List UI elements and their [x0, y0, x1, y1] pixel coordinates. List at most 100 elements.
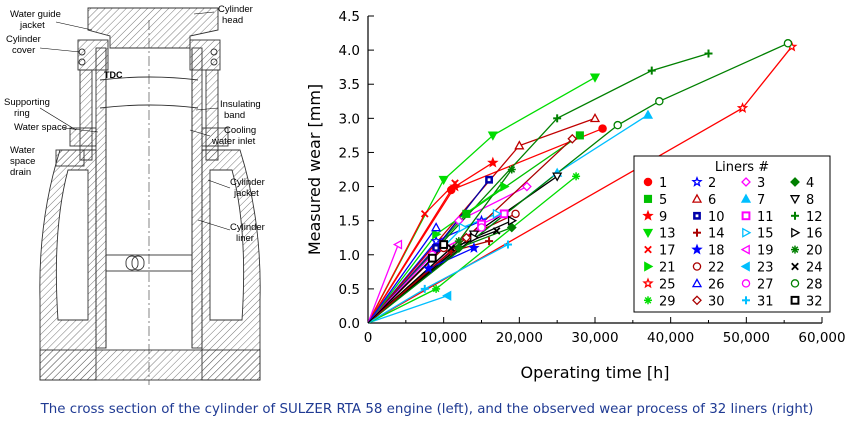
legend-label-16: 16 [806, 227, 823, 242]
legend-marker-9 [642, 209, 654, 221]
legend-label-19: 19 [757, 244, 774, 259]
data-point-series-18 [422, 262, 435, 274]
data-point-series-20 [454, 237, 463, 246]
data-point-series-12 [553, 114, 562, 123]
label-cylinder-cover: Cylinder cover [6, 34, 44, 56]
legend-marker-7 [740, 193, 752, 203]
data-point-series-30 [567, 133, 578, 144]
legend-marker-4 [790, 177, 800, 187]
legend-title: Liners # [715, 160, 769, 175]
data-point-series-31 [420, 284, 429, 293]
chart-axes: 0 10,000 20,000 30,000 40,000 50,000 60,000 0.0… [339, 9, 846, 346]
legend-label-7: 7 [757, 193, 765, 208]
series-line-28 [367, 42, 789, 324]
legend-marker-22 [692, 262, 702, 271]
legend-marker-25 [642, 277, 654, 289]
data-point-series-2 [430, 235, 442, 246]
data-point-series-24 [447, 244, 456, 252]
legend-marker-6 [691, 193, 703, 203]
label-water-guide-jacket: Water guide jacket [10, 9, 64, 31]
data-point-series-10 [485, 175, 493, 184]
legend-marker-14 [693, 228, 701, 237]
legend-marker-5 [643, 194, 653, 203]
label-insulating-band: Insulating band [220, 99, 263, 121]
legend-marker-23 [740, 261, 750, 272]
x-axis-label: Operating time [h] [521, 363, 670, 382]
legend-marker-21 [644, 261, 654, 272]
data-point-series-4 [453, 243, 464, 253]
y-tick-label: 0.5 [339, 282, 360, 298]
data-point-series-12 [647, 66, 656, 75]
legend-marker-3 [741, 177, 751, 187]
data-point-series-32 [427, 253, 437, 263]
cylinder-drawing [39, 7, 261, 385]
label-cooling-water-inlet: Cooling water inlet [211, 125, 259, 147]
data-point-series-32 [439, 240, 449, 249]
label-supporting-ring: Supporting ring [4, 97, 53, 119]
y-axis-label: Measured wear [mm] [305, 84, 324, 255]
y-tick-label: 1.5 [339, 214, 360, 230]
label-cylinder-jacket: Cylinder jacket [230, 177, 268, 199]
legend-label-24: 24 [806, 261, 823, 276]
legend-marker-17 [644, 245, 652, 254]
label-water-space: Water space [14, 122, 67, 133]
data-point-series-18 [468, 241, 480, 253]
data-point-series-24 [492, 227, 501, 235]
legend-label-6: 6 [708, 193, 716, 208]
data-point-series-21 [500, 181, 510, 192]
data-point-series-15 [458, 222, 468, 233]
data-point-series-19 [392, 239, 403, 250]
data-point-series-29 [432, 284, 441, 293]
legend-label-8: 8 [806, 193, 814, 208]
legend-label-21: 21 [659, 261, 676, 276]
legend-label-15: 15 [757, 227, 774, 242]
data-point-series-23 [442, 290, 452, 301]
y-tick-label: 2.0 [339, 180, 360, 196]
cylinder-cross-section-diagram: Water guide jacket Cylinder cover TDC Su… [4, 4, 268, 385]
y-tick-label: 1.0 [339, 248, 360, 264]
legend-label-9: 9 [659, 210, 667, 225]
legend-label-13: 13 [659, 227, 676, 242]
legend-marker-20 [791, 245, 799, 254]
legend-label-20: 20 [806, 244, 823, 259]
data-point-series-13 [589, 73, 601, 83]
legend-label-23: 23 [757, 261, 774, 276]
legend-marker-30 [692, 295, 702, 306]
legend-label-29: 29 [659, 294, 676, 309]
y-tick-label: 4.0 [339, 43, 360, 59]
data-point-series-13 [487, 131, 498, 141]
legend-label-14: 14 [708, 227, 725, 242]
series-line-23 [367, 295, 448, 324]
x-tick-label: 60,000 [798, 330, 845, 346]
data-point-series-14 [485, 237, 494, 246]
data-point-series-20 [507, 165, 516, 174]
leader-lines [39, 11, 231, 231]
legend-label-22: 22 [708, 261, 725, 276]
legend-marker-27 [741, 279, 751, 288]
label-cylinder-liner: Cylinder liner [230, 222, 268, 244]
x-tick-label: 10,000 [420, 330, 467, 346]
label-tdc: TDC [104, 70, 123, 80]
data-point-series-31 [503, 240, 512, 249]
legend-marker-31 [742, 296, 750, 305]
legend-label-4: 4 [806, 176, 814, 191]
x-tick-label: 40,000 [647, 330, 694, 346]
legend-marker-2 [691, 175, 703, 187]
legend-marker-16 [791, 227, 801, 238]
legend-label-32: 32 [806, 294, 823, 309]
data-point-series-27 [477, 223, 486, 232]
data-point-series-6 [514, 140, 525, 150]
legend-label-11: 11 [757, 210, 774, 225]
legend-marker-11 [741, 211, 751, 221]
series-line-26 [367, 227, 437, 324]
y-tick-label: 4.5 [339, 9, 360, 25]
data-point-series-9 [487, 156, 499, 168]
data-point-series-15 [492, 208, 502, 219]
legend-label-31: 31 [757, 294, 774, 309]
legend-label-17: 17 [659, 244, 676, 259]
legend-label-25: 25 [659, 277, 676, 292]
legend-label-5: 5 [659, 193, 667, 208]
legend-label-18: 18 [708, 244, 725, 259]
data-point-series-29 [572, 172, 581, 181]
